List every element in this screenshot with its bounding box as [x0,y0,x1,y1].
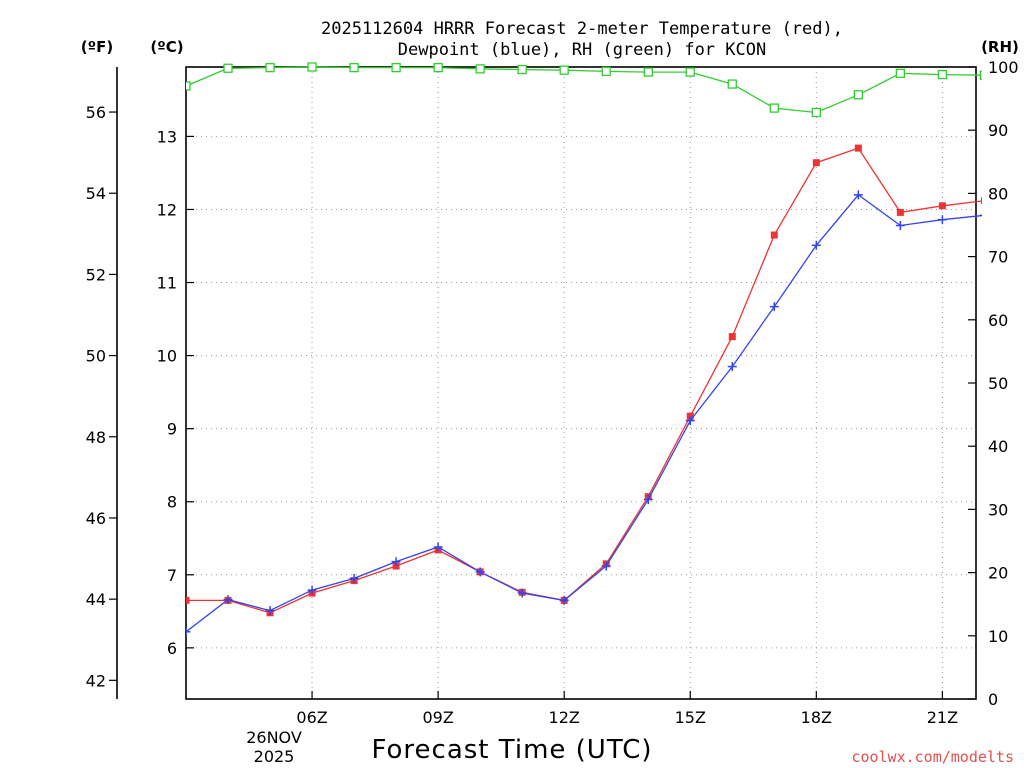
dewpoint-point [391,557,401,567]
credit-link[interactable]: coolwx.com/modelts [851,748,1014,766]
rh-tick-label: 100 [988,58,1019,77]
fahrenheit-tick-label: 42 [86,671,106,690]
x-axis-title: Forecast Time (UTC) [371,735,652,765]
x-tick-label: 12Z [549,708,580,727]
fahrenheit-tick-label: 48 [86,428,106,447]
dewpoint-point [186,627,191,637]
celsius-tick-label: 8 [167,493,177,512]
rh-point [433,62,443,73]
dewpoint-point [643,495,653,505]
rh-tick-label: 80 [988,184,1008,203]
fahrenheit-tick-label: 52 [86,265,106,284]
celsius-tick-label: 13 [157,127,177,146]
rh-point [895,68,906,78]
temperature-point [896,208,904,216]
rh-tick-label: 20 [988,564,1008,583]
rh-tick-label: 60 [988,311,1008,330]
rh-tick-label: 90 [988,121,1008,140]
rh-point [769,103,779,113]
dewpoint-point [601,561,611,571]
temperature-point [770,231,778,239]
temperature-point [854,144,862,152]
rh-tick-label: 10 [988,627,1008,646]
dewpoint-point [223,595,233,605]
temperature-point [812,159,820,167]
rh-point [601,66,611,77]
fahrenheit-tick-label: 44 [86,590,106,609]
rh-tick-label: 40 [988,437,1008,456]
rh-point [517,64,527,75]
rh-point [643,67,653,77]
dewpoint-point [517,588,527,598]
rh-point [853,90,863,100]
rh-point [307,62,317,72]
dewpoint-point [265,606,275,616]
dewpoint-point [979,214,982,217]
rh-point [475,64,485,74]
dewpoint-point [307,585,317,595]
celsius-tick-label: 9 [167,420,177,439]
rh-point [979,70,982,80]
temperature-point [980,197,982,205]
tick-labels: 6 7 8 9 10 11 12 13 42 44 46 48 50 52 54 56 0 10 20 30 40 50 6… [86,58,1019,727]
celsius-tick-label: 7 [167,566,177,585]
rh-tick-label: 70 [988,248,1008,267]
axes [109,66,977,700]
rh-point [391,62,401,73]
rh-tick-label: 0 [988,690,998,709]
rh-line [186,66,982,114]
temperature-point [186,596,190,604]
fahrenheit-tick-label: 46 [86,509,106,528]
rh-point [349,62,359,73]
dewpoint-point [769,302,779,312]
rh-point [685,67,695,77]
grid-lines [186,67,976,699]
dewpoint-point [853,190,863,200]
temperature-line [186,147,982,614]
dewpoint-point [685,416,695,426]
x-tick-label: 18Z [801,708,832,727]
dewpoint-point [349,573,359,583]
unit-fahrenheit-label: (ºF) [81,38,113,56]
dewpoint-point [433,542,443,552]
celsius-tick-label: 10 [157,347,177,366]
data-series [186,62,982,637]
fahrenheit-tick-label: 54 [86,184,106,203]
rh-point [727,79,737,89]
dewpoint-point [475,567,485,577]
rh-point [559,65,569,75]
fahrenheit-tick-label: 50 [86,347,106,366]
date-label-day: 26NOV [246,728,302,747]
chart-title-line2: Dewpoint (blue), RH (green) for KCON [398,40,766,60]
rh-point [937,69,948,80]
temperature-point [728,333,736,341]
celsius-tick-label: 6 [167,639,177,658]
rh-point [265,62,275,73]
rh-point [186,81,191,91]
rh-point [811,107,821,118]
rh-tick-label: 50 [988,374,1008,393]
celsius-tick-label: 12 [157,200,177,219]
unit-rh-label: (RH) [981,38,1019,56]
celsius-tick-label: 11 [157,274,177,293]
dewpoint-point [895,221,905,231]
x-tick-label: 15Z [675,708,706,727]
rh-tick-label: 30 [988,500,1008,519]
dewpoint-point [937,215,947,225]
chart-title-line1: 2025112604 HRRR Forecast 2-meter Tempera… [321,19,843,39]
x-tick-label: 21Z [927,708,958,727]
x-tick-label: 06Z [296,708,327,727]
dewpoint-point [727,362,737,372]
x-tick-label: 09Z [422,708,453,727]
unit-celsius-label: (ºC) [150,38,183,56]
dewpoint-point [811,240,821,250]
date-label-year: 2025 [254,747,295,766]
temperature-point [938,202,946,210]
dewpoint-line [186,194,982,633]
dewpoint-point [559,595,569,605]
plot-frame [185,66,977,700]
rh-point [223,63,233,73]
fahrenheit-tick-label: 56 [86,103,106,122]
